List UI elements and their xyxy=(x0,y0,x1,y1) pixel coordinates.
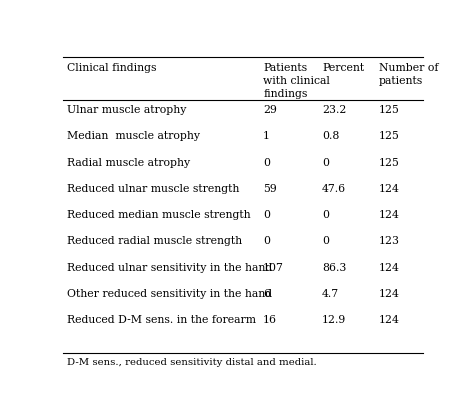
Text: Reduced ulnar sensitivity in the hand: Reduced ulnar sensitivity in the hand xyxy=(66,262,272,272)
Text: 125: 125 xyxy=(379,105,400,115)
Text: Number of: Number of xyxy=(379,63,438,73)
Text: Median  muscle atrophy: Median muscle atrophy xyxy=(66,131,200,141)
Text: 59: 59 xyxy=(263,184,277,194)
Text: 4.7: 4.7 xyxy=(322,289,339,299)
Text: 0: 0 xyxy=(322,210,329,220)
Text: 86.3: 86.3 xyxy=(322,262,346,272)
Text: patients: patients xyxy=(379,76,423,86)
Text: 124: 124 xyxy=(379,315,400,325)
Text: 16: 16 xyxy=(263,315,277,325)
Text: 125: 125 xyxy=(379,158,400,168)
Text: Other reduced sensitivity in the hand: Other reduced sensitivity in the hand xyxy=(66,289,272,299)
Text: 124: 124 xyxy=(379,210,400,220)
Text: Reduced D-M sens. in the forearm: Reduced D-M sens. in the forearm xyxy=(66,315,255,325)
Text: 0: 0 xyxy=(263,158,270,168)
Text: 0: 0 xyxy=(263,210,270,220)
Text: 0: 0 xyxy=(322,236,329,246)
Text: Radial muscle atrophy: Radial muscle atrophy xyxy=(66,158,190,168)
Text: with clinical: with clinical xyxy=(263,76,330,86)
Text: findings: findings xyxy=(263,89,308,99)
Text: D-M sens., reduced sensitivity distal and medial.: D-M sens., reduced sensitivity distal an… xyxy=(66,358,316,367)
Text: 0.8: 0.8 xyxy=(322,131,339,141)
Text: 123: 123 xyxy=(379,236,400,246)
Text: 0: 0 xyxy=(263,236,270,246)
Text: 107: 107 xyxy=(263,262,284,272)
Text: Reduced radial muscle strength: Reduced radial muscle strength xyxy=(66,236,242,246)
Text: 124: 124 xyxy=(379,184,400,194)
Text: Patients: Patients xyxy=(263,63,307,73)
Text: Clinical findings: Clinical findings xyxy=(66,63,156,73)
Text: 124: 124 xyxy=(379,289,400,299)
Text: Ulnar muscle atrophy: Ulnar muscle atrophy xyxy=(66,105,186,115)
Text: 47.6: 47.6 xyxy=(322,184,346,194)
Text: 29: 29 xyxy=(263,105,277,115)
Text: Reduced median muscle strength: Reduced median muscle strength xyxy=(66,210,250,220)
Text: 23.2: 23.2 xyxy=(322,105,346,115)
Text: 6: 6 xyxy=(263,289,270,299)
Text: 124: 124 xyxy=(379,262,400,272)
Text: 0: 0 xyxy=(322,158,329,168)
Text: 1: 1 xyxy=(263,131,270,141)
Text: 12.9: 12.9 xyxy=(322,315,346,325)
Text: Reduced ulnar muscle strength: Reduced ulnar muscle strength xyxy=(66,184,239,194)
Text: 125: 125 xyxy=(379,131,400,141)
Text: Percent: Percent xyxy=(322,63,364,73)
